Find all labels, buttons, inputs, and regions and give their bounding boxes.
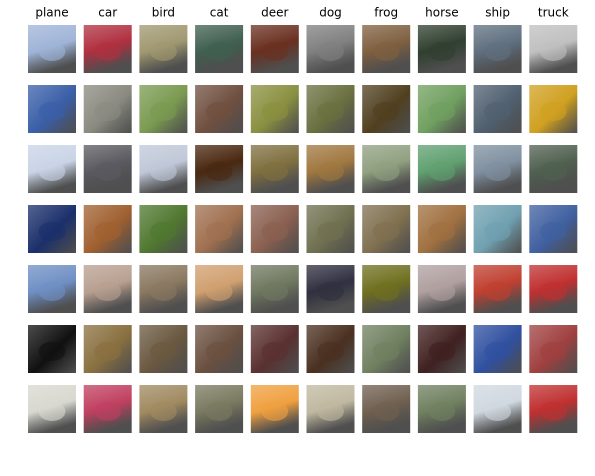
- image-subject: [317, 281, 344, 301]
- image-subject: [428, 281, 456, 301]
- image-subject: [261, 281, 289, 301]
- column-label: deer: [261, 6, 288, 20]
- image-subject: [428, 401, 456, 421]
- image-subject: [149, 161, 177, 181]
- image-subject: [94, 221, 122, 241]
- image-subject: [149, 221, 177, 241]
- image-subject: [372, 41, 400, 62]
- image-subject: [94, 161, 122, 181]
- image-subject: [539, 41, 567, 62]
- image-subject: [261, 221, 289, 241]
- column-label: car: [98, 6, 117, 20]
- column-label: dog: [319, 6, 342, 20]
- image-subject: [94, 41, 122, 62]
- image-subject: [38, 281, 66, 301]
- image-subject: [372, 281, 400, 301]
- image-subject: [38, 221, 66, 241]
- image-subject: [317, 161, 344, 181]
- column-label: bird: [152, 6, 175, 20]
- image-subject: [539, 281, 567, 301]
- image-subject: [261, 161, 289, 181]
- column-label: horse: [425, 6, 459, 20]
- image-subject: [428, 101, 456, 121]
- column-label: ship: [485, 6, 510, 20]
- image-subject: [261, 101, 289, 121]
- column-label: cat: [210, 6, 229, 20]
- image-subject: [484, 161, 512, 181]
- image-subject: [539, 161, 567, 181]
- image-subject: [94, 101, 122, 121]
- image-subject: [372, 101, 400, 121]
- image-subject: [317, 401, 344, 421]
- image-subject: [372, 161, 400, 181]
- image-subject: [94, 341, 122, 361]
- image-subject: [484, 401, 512, 421]
- image-subject: [205, 401, 233, 421]
- column-label: plane: [35, 6, 68, 20]
- image-subject: [94, 401, 122, 421]
- image-subject: [484, 341, 512, 361]
- image-subject: [428, 341, 456, 361]
- image-subject: [539, 221, 567, 241]
- image-subject: [149, 281, 177, 301]
- image-subject: [484, 41, 512, 62]
- image-subject: [205, 101, 233, 121]
- image-subject: [261, 401, 289, 421]
- image-subject: [94, 281, 122, 301]
- image-subject: [149, 101, 177, 121]
- image-subject: [428, 161, 456, 181]
- image-subject: [38, 101, 66, 121]
- image-subject: [38, 41, 66, 62]
- image-subject: [205, 221, 233, 241]
- image-subject: [539, 101, 567, 121]
- image-subject: [539, 401, 567, 421]
- column-label: frog: [374, 6, 398, 20]
- image-subject: [317, 101, 344, 121]
- image-subject: [38, 401, 66, 421]
- image-subject: [149, 41, 177, 62]
- image-subject: [205, 161, 233, 181]
- image-subject: [372, 341, 400, 361]
- image-subject: [484, 281, 512, 301]
- image-subject: [317, 41, 344, 62]
- image-subject: [484, 101, 512, 121]
- image-subject: [428, 41, 456, 62]
- image-subject: [38, 161, 66, 181]
- image-subject: [205, 281, 233, 301]
- image-subject: [484, 221, 512, 241]
- image-subject: [205, 341, 233, 361]
- column-label: truck: [538, 6, 569, 20]
- image-subject: [205, 41, 233, 62]
- image-subject: [317, 341, 344, 361]
- image-subject: [149, 341, 177, 361]
- image-subject: [149, 401, 177, 421]
- image-subject: [539, 341, 567, 361]
- image-subject: [261, 341, 289, 361]
- image-subject: [38, 341, 66, 361]
- image-subject: [372, 221, 400, 241]
- image-subject: [261, 41, 289, 62]
- image-subject: [428, 221, 456, 241]
- image-subject: [317, 221, 344, 241]
- image-subject: [372, 401, 400, 421]
